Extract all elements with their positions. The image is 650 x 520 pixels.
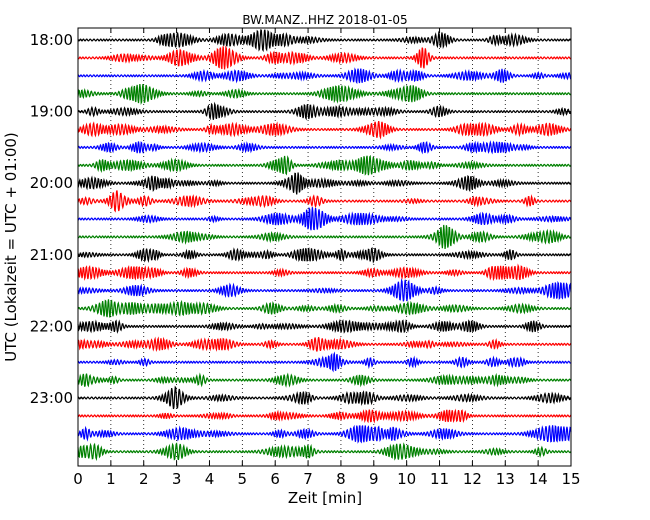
x-tick-label: 6 xyxy=(270,470,280,488)
y-tick-label: 23:00 xyxy=(30,389,73,407)
trace-line-2115 xyxy=(77,263,572,282)
x-tick-label: 11 xyxy=(430,470,449,488)
x-tick-label: 3 xyxy=(172,470,182,488)
x-tick-label: 8 xyxy=(336,470,346,488)
trace-line-2330 xyxy=(77,424,572,444)
y-tick-label: 21:00 xyxy=(30,246,73,264)
chart-title: BW.MANZ..HHZ 2018-01-05 xyxy=(242,13,407,27)
trace-line-2315 xyxy=(77,408,572,424)
trace-line-2000 xyxy=(77,172,572,195)
x-tick-label: 0 xyxy=(73,470,83,488)
y-axis-label: UTC (Lokalzeit = UTC + 01:00) xyxy=(2,132,20,362)
y-tick-label: 22:00 xyxy=(30,317,73,335)
x-tick-label: 15 xyxy=(561,470,580,488)
trace-line-2145 xyxy=(77,299,572,318)
trace-line-1845 xyxy=(77,83,572,105)
y-tick-label: 19:00 xyxy=(30,103,73,121)
trace-line-2015 xyxy=(77,190,572,213)
x-tick-label: 14 xyxy=(529,470,548,488)
trace-line-1800 xyxy=(77,29,572,53)
trace-line-2345 xyxy=(77,442,572,462)
x-tick-label: 10 xyxy=(397,470,416,488)
trace-group xyxy=(77,29,572,462)
x-tick-label: 2 xyxy=(139,470,149,488)
trace-line-1900 xyxy=(77,101,572,121)
trace-line-1830 xyxy=(77,67,572,85)
y-tick-label: 18:00 xyxy=(30,31,73,49)
x-tick-label: 9 xyxy=(369,470,379,488)
x-tick-label: 7 xyxy=(303,470,313,488)
trace-line-2030 xyxy=(77,206,572,231)
plot-frame xyxy=(77,27,572,467)
x-axis: 0 1 2 3 4 5 6 7 8 9 10 11 12 13 14 15 xyxy=(73,28,581,488)
x-axis-label: Zeit [min] xyxy=(288,489,362,507)
trace-line-1930 xyxy=(77,140,572,155)
trace-line-1945 xyxy=(77,154,572,176)
x-tick-label: 5 xyxy=(238,470,248,488)
x-tick-label: 13 xyxy=(496,470,515,488)
trace-line-2215 xyxy=(77,336,572,352)
trace-line-2045 xyxy=(77,224,572,250)
trace-line-2100 xyxy=(77,247,572,264)
x-tick-label: 12 xyxy=(463,470,482,488)
trace-line-2300 xyxy=(77,385,572,410)
trace-line-2130 xyxy=(77,278,572,302)
trace-line-2200 xyxy=(77,318,572,334)
x-tick-label: 1 xyxy=(106,470,116,488)
trace-line-2245 xyxy=(77,372,572,388)
y-tick-label: 20:00 xyxy=(30,174,73,192)
x-tick-label: 4 xyxy=(205,470,215,488)
trace-line-2230 xyxy=(77,351,572,373)
trace-line-1815 xyxy=(77,45,572,70)
trace-line-1915 xyxy=(77,120,572,140)
y-axis: 18:00 19:00 20:00 21:00 22:00 23:00 xyxy=(30,31,571,407)
